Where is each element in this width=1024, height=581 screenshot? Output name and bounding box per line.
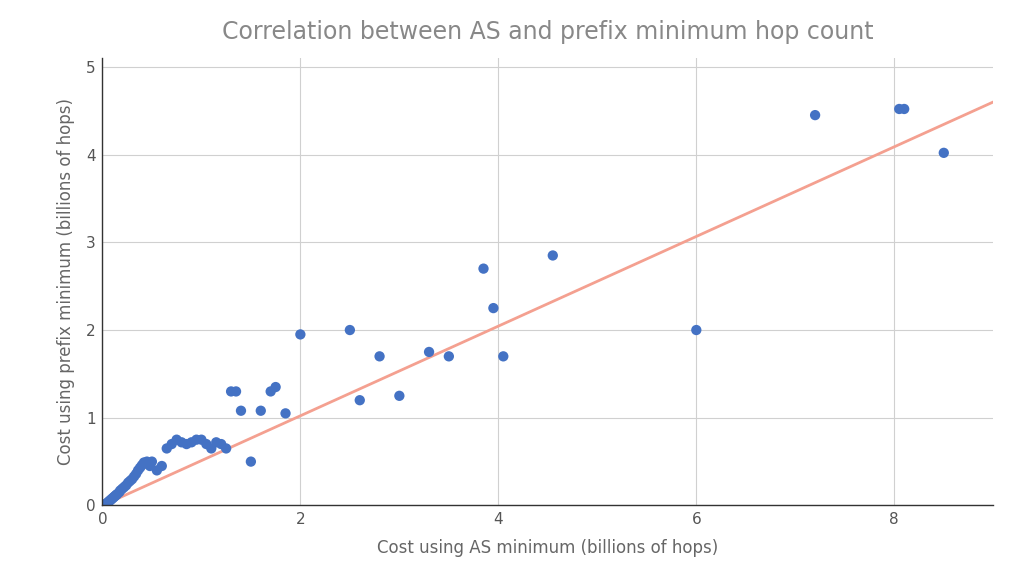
Point: [475, 264, 492, 273]
Point: [891, 105, 907, 114]
Point: [896, 105, 912, 114]
Point: [545, 251, 561, 260]
Point: [122, 476, 138, 486]
Point: [132, 463, 148, 472]
Point: [154, 461, 170, 471]
Point: [495, 352, 511, 361]
Point: [106, 492, 123, 501]
Point: [199, 439, 215, 449]
Point: [223, 387, 240, 396]
Point: [178, 439, 195, 449]
Point: [936, 148, 952, 157]
Point: [421, 347, 437, 357]
Point: [139, 457, 156, 467]
Point: [124, 475, 140, 484]
Point: [243, 457, 259, 467]
Point: [342, 325, 358, 335]
Point: [164, 439, 180, 449]
Point: [120, 478, 136, 487]
Point: [194, 435, 210, 444]
Point: [136, 458, 153, 467]
Point: [102, 496, 119, 505]
Point: [103, 494, 120, 504]
Point: [807, 110, 823, 120]
Point: [130, 466, 146, 475]
X-axis label: Cost using AS minimum (billions of hops): Cost using AS minimum (billions of hops): [377, 539, 719, 557]
Point: [232, 406, 249, 415]
Point: [118, 480, 134, 490]
Point: [213, 439, 229, 449]
Point: [99, 498, 116, 507]
Point: [98, 499, 115, 508]
Point: [159, 444, 175, 453]
Point: [168, 435, 184, 444]
Point: [109, 490, 125, 500]
Point: [227, 387, 245, 396]
Point: [485, 303, 502, 313]
Point: [372, 352, 388, 361]
Point: [116, 482, 132, 492]
Point: [183, 437, 200, 447]
Point: [203, 444, 219, 453]
Point: [278, 408, 294, 418]
Point: [97, 500, 114, 509]
Point: [114, 484, 130, 493]
Point: [96, 500, 113, 509]
Point: [267, 382, 284, 392]
Point: [440, 352, 457, 361]
Point: [262, 387, 279, 396]
Point: [188, 435, 205, 444]
Point: [351, 396, 368, 405]
Point: [148, 466, 165, 475]
Point: [104, 494, 121, 503]
Point: [143, 457, 160, 467]
Point: [173, 437, 189, 447]
Point: [253, 406, 269, 415]
Point: [101, 496, 118, 505]
Point: [108, 491, 124, 500]
Point: [110, 489, 125, 498]
Point: [112, 486, 128, 495]
Y-axis label: Cost using prefix minimum (billions of hops): Cost using prefix minimum (billions of h…: [56, 98, 75, 465]
Point: [218, 444, 234, 453]
Point: [292, 330, 308, 339]
Point: [100, 497, 117, 507]
Point: [126, 472, 142, 481]
Point: [208, 437, 224, 447]
Title: Correlation between AS and prefix minimum hop count: Correlation between AS and prefix minimu…: [222, 20, 873, 44]
Point: [111, 487, 127, 497]
Point: [391, 391, 408, 400]
Point: [141, 461, 158, 471]
Point: [688, 325, 705, 335]
Point: [134, 461, 151, 470]
Point: [128, 469, 144, 479]
Point: [105, 493, 122, 502]
